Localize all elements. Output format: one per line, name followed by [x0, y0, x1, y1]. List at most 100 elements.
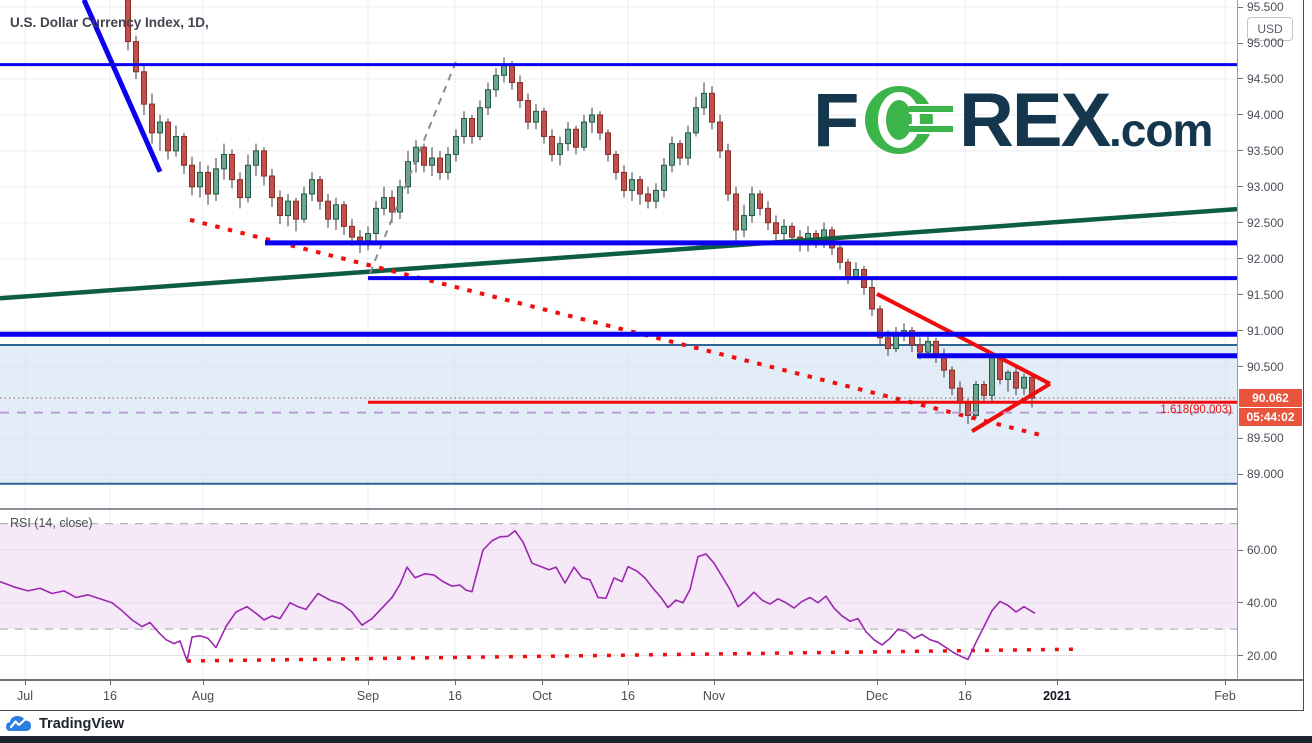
- candle: [645, 186, 651, 209]
- candle: [285, 193, 291, 227]
- candle: [837, 244, 843, 270]
- price-tick-mark: [1238, 6, 1243, 8]
- candle: [445, 147, 451, 180]
- time-tick-mark: [25, 681, 26, 685]
- price-tick-label: 91.500: [1247, 287, 1284, 302]
- rsi-tick-mark: [1238, 602, 1243, 604]
- time-tick-label: Aug: [191, 689, 215, 703]
- time-tick-label: Sep: [356, 689, 380, 703]
- price-axis[interactable]: USD 90.062 05:44:02 95.500 95.000 94.500 94…: [1237, 0, 1304, 711]
- candle: [693, 96, 699, 137]
- candle: [1021, 373, 1027, 396]
- candle: [381, 186, 387, 216]
- candle: [141, 63, 147, 115]
- candle: [341, 201, 347, 235]
- trendline: [81, 0, 163, 173]
- time-tick-label: Dec: [865, 689, 889, 703]
- red-trendline: [970, 382, 1052, 433]
- price-tick-label: 94.500: [1247, 71, 1284, 86]
- candle: [373, 201, 379, 241]
- price-tick-mark: [1238, 473, 1243, 475]
- time-tick-label: Nov: [702, 689, 726, 703]
- candle: [549, 129, 555, 162]
- candle: [1005, 370, 1011, 392]
- symbol-title: U.S. Dollar Currency Index, 1D,: [10, 15, 209, 30]
- candle: [205, 165, 211, 205]
- time-tick-mark: [877, 681, 878, 685]
- candle: [525, 93, 531, 130]
- candle: [653, 183, 659, 209]
- price-tick-mark: [1238, 78, 1243, 80]
- time-tick-label: 16: [621, 689, 635, 703]
- candle: [277, 190, 283, 225]
- time-tick-mark: [110, 681, 111, 685]
- candle: [485, 82, 491, 115]
- candle: [213, 158, 219, 202]
- red-trendline: [189, 217, 1041, 437]
- candle: [333, 197, 339, 230]
- time-tick-label: Feb: [1214, 689, 1236, 703]
- candle: [133, 35, 139, 79]
- candle: [413, 140, 419, 173]
- price-tick-mark: [1238, 222, 1243, 224]
- forex-logo-rex: REX: [959, 82, 1112, 156]
- time-axis[interactable]: Jul 16 Aug Sep 16 Oct 16 Nov Dec 16 2021 Feb: [0, 679, 1303, 712]
- candle: [773, 215, 779, 241]
- candle: [197, 161, 203, 198]
- candle: [173, 125, 179, 157]
- price-tick-mark: [1238, 366, 1243, 368]
- candle: [365, 226, 371, 251]
- time-tick-mark: [714, 681, 715, 685]
- price-pane[interactable]: [0, 0, 1237, 508]
- candle: [245, 154, 251, 203]
- candle: [621, 165, 627, 198]
- candle: [757, 190, 763, 216]
- chart-bottom-border: [0, 710, 1303, 711]
- candle: [541, 107, 547, 144]
- forex-logo-f: F: [813, 82, 857, 156]
- last-price-badge: 90.062: [1239, 389, 1302, 408]
- forex-logo-o-icon: [865, 86, 955, 154]
- candle: [309, 172, 315, 202]
- candle: [605, 129, 611, 162]
- candle: [781, 219, 787, 241]
- candle: [861, 265, 867, 295]
- candle: [293, 197, 299, 232]
- trendline: [0, 206, 1237, 301]
- forex-logo: F REX .com: [813, 78, 1217, 163]
- time-tick-mark: [203, 681, 204, 685]
- time-tick-mark: [368, 681, 369, 685]
- candle: [301, 186, 307, 223]
- candle: [1013, 367, 1019, 396]
- time-tick-mark: [1225, 681, 1226, 685]
- tradingview-brand-text[interactable]: TradingView: [39, 715, 125, 732]
- candle: [269, 168, 275, 207]
- candle: [989, 353, 995, 403]
- candle: [669, 136, 675, 173]
- rsi-tick-mark: [1238, 655, 1243, 656]
- candle: [565, 122, 571, 151]
- candle: [125, 0, 131, 51]
- rsi-line: [0, 529, 1036, 662]
- time-tick-mark: [455, 681, 456, 685]
- candle: [405, 150, 411, 194]
- candle: [461, 111, 467, 144]
- candle: [477, 100, 483, 141]
- rsi-pane[interactable]: [0, 510, 1237, 679]
- tradingview-cloud-icon[interactable]: [6, 715, 32, 732]
- price-and-rsi-panes[interactable]: [0, 0, 1237, 679]
- rsi-overbought-oversold-band: [0, 523, 1237, 630]
- candle: [317, 176, 323, 210]
- pane-separator[interactable]: [0, 508, 1303, 510]
- candle: [157, 114, 163, 151]
- price-tick-mark: [1238, 294, 1243, 296]
- forex-logo-dotcom: .com: [1109, 104, 1212, 156]
- price-tick-label: 89.000: [1247, 467, 1284, 482]
- price-tick-label: 94.000: [1247, 107, 1284, 122]
- rsi-tick-label: 60.00: [1247, 543, 1278, 557]
- candle: [733, 186, 739, 241]
- time-tick-mark: [1057, 681, 1058, 685]
- time-tick-label: 16: [958, 689, 972, 703]
- price-tick-mark: [1238, 330, 1243, 332]
- price-tick-mark: [1238, 437, 1243, 439]
